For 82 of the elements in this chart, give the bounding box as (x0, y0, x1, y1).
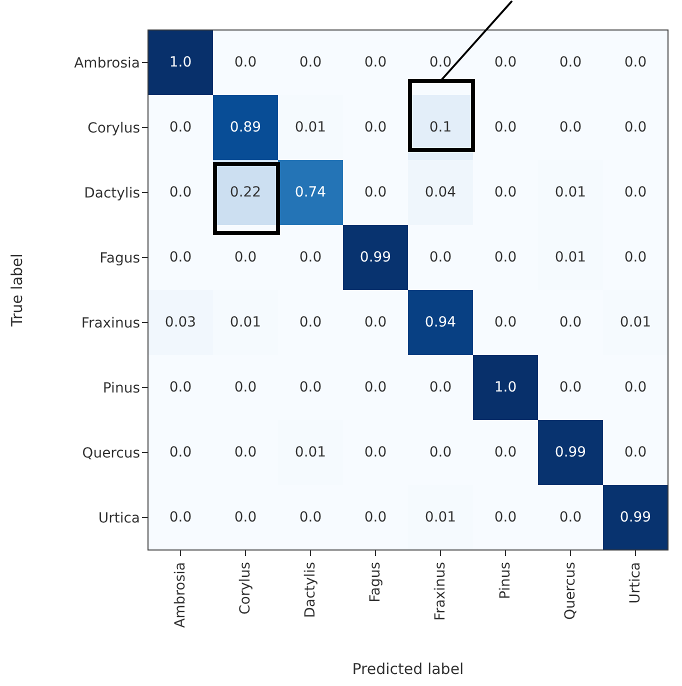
data-label: 0.0 (559, 510, 582, 526)
data-label: 0.1 (429, 120, 452, 136)
data-label: 0.01 (554, 184, 586, 200)
x-tick-label: Corylus (238, 562, 254, 614)
data-label: 0.01 (424, 510, 456, 526)
data-label: 0.0 (364, 184, 387, 200)
x-tick-label: Pinus (498, 562, 514, 600)
data-label: 0.0 (364, 510, 387, 526)
data-label: 0.0 (624, 54, 647, 70)
data-label: 0.0 (429, 54, 452, 70)
data-label: 0.0 (169, 510, 192, 526)
y-tick-label: Urtica (98, 510, 140, 526)
data-label: 0.01 (620, 314, 652, 330)
data-label: 0.0 (624, 380, 647, 396)
x-tick-label: Fagus (368, 562, 384, 602)
data-label: 0.01 (554, 250, 586, 266)
data-label: 0.74 (294, 184, 326, 200)
data-label: 0.0 (494, 510, 517, 526)
data-label: 0.99 (620, 510, 652, 526)
x-tick-label: Urtica (628, 562, 644, 604)
data-label: 0.0 (299, 314, 322, 330)
data-label: 1.0 (169, 54, 192, 70)
data-label: 0.0 (169, 250, 192, 266)
data-label: 0.04 (424, 184, 456, 200)
data-label: 0.0 (169, 380, 192, 396)
y-axis-title: True label (8, 254, 26, 328)
data-label: 0.0 (299, 250, 322, 266)
y-tick-label: Fagus (100, 250, 140, 266)
data-label: 0.94 (424, 314, 456, 330)
data-label: 0.0 (494, 184, 517, 200)
y-tick-label: Corylus (88, 120, 140, 136)
data-label: 0.0 (364, 54, 387, 70)
data-label: 0.01 (294, 120, 326, 136)
data-label: 0.0 (299, 380, 322, 396)
data-label: 0.89 (230, 120, 262, 136)
data-label: 0.0 (234, 510, 257, 526)
y-tick-label: Ambrosia (74, 55, 140, 72)
data-label: 0.0 (429, 380, 452, 396)
data-label: 0.0 (364, 314, 387, 330)
y-tick-label: Quercus (82, 445, 140, 462)
data-label: 1.0 (494, 380, 517, 396)
data-label: 0.0 (234, 444, 257, 460)
data-label: 0.0 (494, 54, 517, 70)
data-label: 0.0 (559, 120, 582, 136)
data-label: 0.0 (364, 120, 387, 136)
data-label: 0.0 (494, 250, 517, 266)
x-tick-label: Quercus (562, 562, 578, 620)
data-label: 0.0 (429, 444, 452, 460)
y-tick-label: Fraxinus (81, 315, 140, 332)
data-label: 0.0 (494, 314, 517, 330)
data-label: 0.0 (624, 120, 647, 136)
y-tick-label: Pinus (102, 380, 140, 396)
data-label: 0.99 (360, 250, 392, 266)
data-label: 0.0 (624, 444, 647, 460)
data-label: 0.0 (299, 54, 322, 70)
data-label: 0.0 (234, 54, 257, 70)
data-label: 0.03 (164, 314, 196, 330)
data-label: 0.22 (230, 184, 262, 200)
data-label: 0.0 (364, 380, 387, 396)
data-label: 0.0 (559, 54, 582, 70)
data-label: 0.0 (494, 120, 517, 136)
data-label: 0.0 (624, 184, 647, 200)
data-label: 0.0 (234, 250, 257, 266)
x-tick-label: Dactylis (302, 562, 318, 618)
data-label: 0.01 (230, 314, 262, 330)
data-label: 0.0 (234, 380, 257, 396)
x-tick-label: Fraxinus (432, 562, 448, 621)
x-tick-label: Ambrosia (172, 562, 188, 628)
data-label: 0.0 (299, 510, 322, 526)
data-label: 0.0 (429, 250, 452, 266)
data-label: 0.99 (554, 444, 586, 460)
data-label: 0.0 (169, 120, 192, 136)
data-label: 0.01 (294, 444, 326, 460)
data-label: 0.0 (169, 444, 192, 460)
data-label: 0.0 (559, 314, 582, 330)
data-label: 0.0 (559, 380, 582, 396)
data-label: 0.0 (494, 444, 517, 460)
y-tick-label: Dactylis (84, 185, 140, 202)
data-label: 0.0 (364, 444, 387, 460)
x-axis-title: Predicted label (352, 660, 464, 678)
data-label: 0.0 (169, 184, 192, 200)
data-label: 0.0 (624, 250, 647, 266)
